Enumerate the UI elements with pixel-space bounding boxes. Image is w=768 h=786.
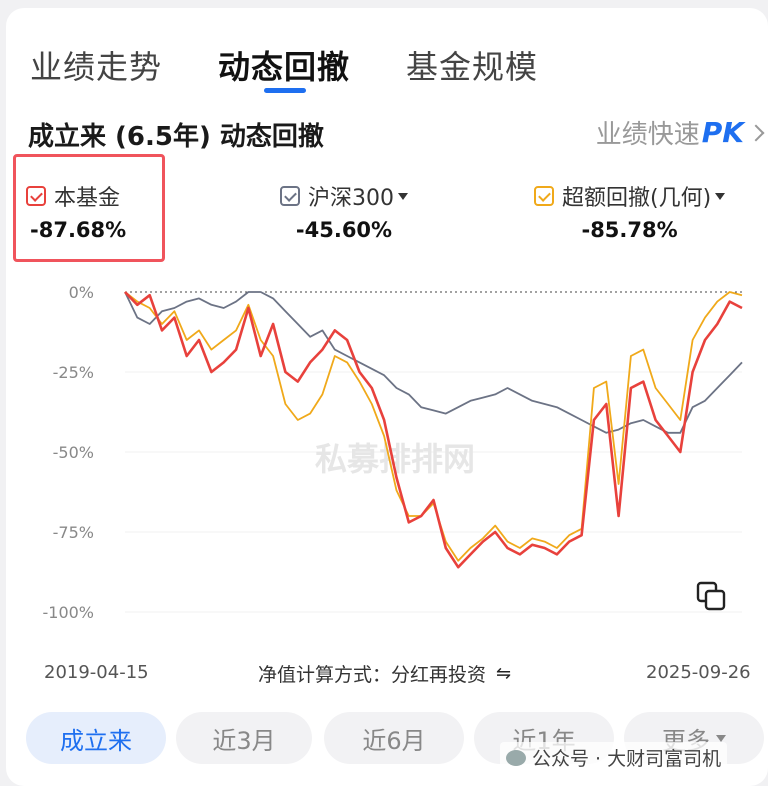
tab-performance[interactable]: 业绩走势 xyxy=(30,48,163,86)
drawdown-chart-svg: 0%-25%-50%-75%-100% 私募排排网 xyxy=(42,283,743,622)
legend-hs300[interactable]: 沪深300 -45.60% xyxy=(280,180,408,242)
x-end-date: 2025-09-26 xyxy=(646,662,751,683)
account-watermark-text: 公众号 · 大财司富司机 xyxy=(532,748,722,770)
series-line-1 xyxy=(124,291,743,434)
y-tick-label: -75% xyxy=(53,523,94,542)
x-start-date: 2019-04-15 xyxy=(44,662,149,683)
tab-drawdown[interactable]: 动态回撤 xyxy=(218,48,351,86)
tab-fund-size[interactable]: 基金规模 xyxy=(406,48,539,86)
drawdown-chart[interactable]: 0% -25% -50% -75% -100% 私募排排网 xyxy=(0,270,768,690)
y-tick-label: -100% xyxy=(42,603,94,622)
series-line-0 xyxy=(124,291,743,569)
checkbox-checked-icon[interactable] xyxy=(26,186,46,206)
y-tick-label: 0% xyxy=(69,283,94,302)
highlight-box xyxy=(13,154,165,262)
nav-method-label: 净值计算方式： xyxy=(258,664,392,686)
legend-fund-label: 本基金 xyxy=(54,186,121,211)
series-line-2 xyxy=(124,291,743,562)
caret-down-icon[interactable] xyxy=(715,192,726,200)
checkbox-checked-icon[interactable] xyxy=(280,186,300,206)
y-tick-label: -50% xyxy=(53,443,94,462)
legend-fund[interactable]: 本基金 -87.68% xyxy=(26,180,126,242)
nav-method-value: 分红再投资 xyxy=(391,664,487,686)
compare-label: 业绩快速 xyxy=(595,120,700,150)
caret-down-icon[interactable] xyxy=(398,192,408,200)
legend-excess-label: 超额回撤(几何) xyxy=(562,186,712,211)
pk-label: PK xyxy=(701,116,744,149)
compare-pk-link[interactable]: 业绩快速 PK xyxy=(595,114,765,151)
legend-excess[interactable]: 超额回撤(几何) -85.78% xyxy=(534,180,726,242)
account-watermark: 公众号 · 大财司富司机 xyxy=(500,742,728,773)
legend-hs300-label: 沪深300 xyxy=(308,186,394,211)
copy-icon[interactable] xyxy=(695,580,727,612)
period-since-inception[interactable]: 成立来 xyxy=(26,712,166,764)
nav-method[interactable]: 净值计算方式： 分红再投资 ⇋ xyxy=(258,660,511,687)
legend-fund-value: -87.68% xyxy=(30,218,127,242)
wechat-icon xyxy=(506,749,526,766)
chart-title: 成立来 (6.5年) 动态回撤 xyxy=(28,122,324,152)
chevron-right-icon xyxy=(747,124,765,141)
period-6m[interactable]: 近6月 xyxy=(324,712,464,764)
drawdown-card xyxy=(6,8,768,786)
legend-excess-value: -85.78% xyxy=(581,218,678,242)
swap-icon[interactable]: ⇋ xyxy=(496,663,512,684)
checkbox-checked-icon[interactable] xyxy=(534,186,554,206)
legend-hs300-value: -45.60% xyxy=(295,218,393,242)
active-tab-indicator xyxy=(264,88,306,93)
period-3m[interactable]: 近3月 xyxy=(176,712,312,764)
tab-bar: 业绩走势 动态回撤 基金规模 xyxy=(0,30,768,100)
y-tick-label: -25% xyxy=(53,363,94,382)
chart-footer: 2019-04-15 净值计算方式： 分红再投资 ⇋ 2025-09-26 xyxy=(0,652,768,692)
caret-down-icon xyxy=(716,734,726,742)
